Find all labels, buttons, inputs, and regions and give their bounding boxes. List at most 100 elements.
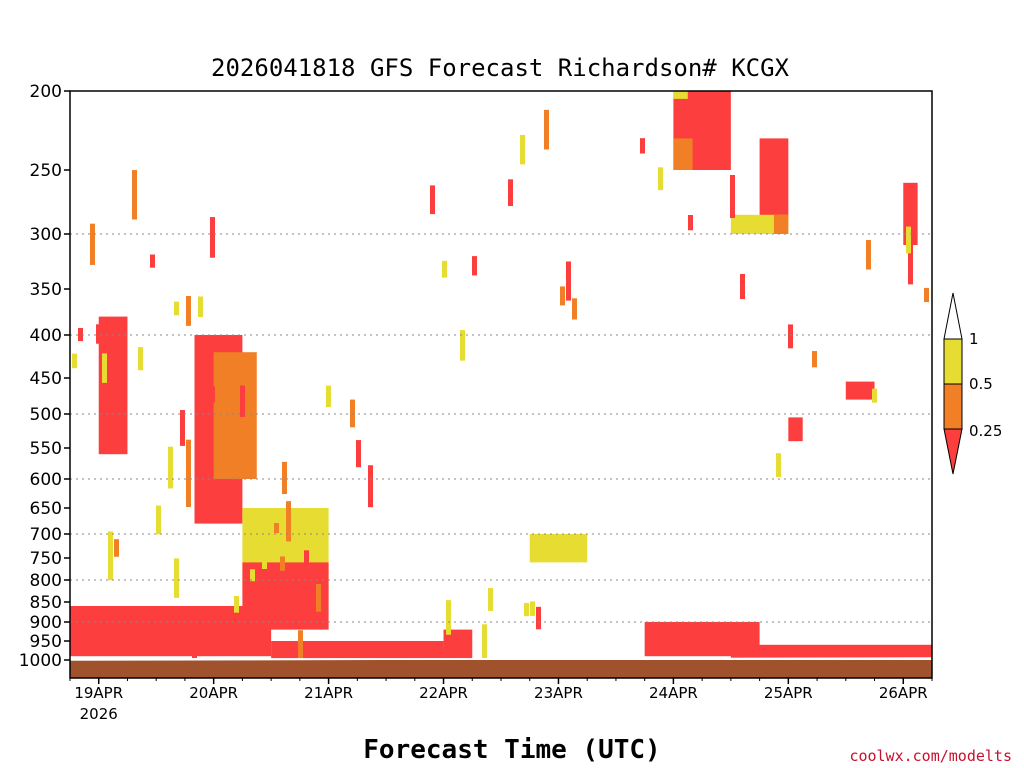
chart-title: 2026041818 GFS Forecast Richardson# KCGX bbox=[211, 54, 790, 82]
x-tick-label: 25APR bbox=[764, 684, 813, 702]
x-tick-label: 24APR bbox=[649, 684, 698, 702]
ri-cell bbox=[78, 327, 83, 342]
ri-region bbox=[730, 644, 932, 659]
ri-cell bbox=[812, 351, 817, 368]
ri-cell bbox=[446, 600, 451, 635]
ri-cell bbox=[262, 549, 267, 570]
ri-region bbox=[70, 606, 272, 657]
ri-cell bbox=[132, 170, 137, 220]
ri-cell bbox=[740, 273, 745, 300]
ri-cell bbox=[572, 298, 577, 320]
y-axis: 200 250 300 350 400 450 500 550 600 650 700 7508008… bbox=[19, 82, 70, 671]
ri-cell bbox=[234, 595, 239, 613]
y-tick-label: 300 bbox=[30, 225, 62, 245]
ri-region bbox=[788, 417, 803, 442]
ri-cell bbox=[326, 385, 331, 408]
ri-cell bbox=[186, 473, 191, 507]
ri-cell bbox=[536, 606, 541, 630]
ri-cell bbox=[138, 347, 143, 371]
ri-cell bbox=[274, 523, 279, 534]
y-tick-label: 750 bbox=[30, 549, 62, 569]
legend-label: 0.5 bbox=[969, 375, 993, 393]
ri-cell bbox=[198, 296, 203, 318]
x-tick-label: 22APR bbox=[419, 684, 468, 702]
ri-region bbox=[773, 214, 789, 234]
ri-cell bbox=[192, 637, 197, 658]
y-tick-label: 450 bbox=[30, 369, 62, 389]
ri-cell bbox=[730, 174, 735, 219]
ri-cell bbox=[96, 324, 101, 344]
ri-cell bbox=[560, 286, 565, 306]
ri-cell bbox=[472, 256, 477, 276]
ri-cell bbox=[204, 412, 209, 455]
ri-cell bbox=[210, 386, 215, 403]
x-tick-label: 26APR bbox=[879, 684, 928, 702]
y-tick-label: 500 bbox=[30, 405, 62, 425]
y-tick-label: 650 bbox=[30, 499, 62, 519]
legend-label: 0.25 bbox=[969, 422, 1002, 440]
ri-region bbox=[242, 562, 329, 630]
ri-cell bbox=[108, 531, 113, 581]
ground-band bbox=[69, 657, 933, 678]
ri-cell bbox=[908, 240, 913, 285]
credit-text: coolwx.com/modelts bbox=[849, 747, 1012, 765]
ri-cell bbox=[304, 550, 309, 564]
ri-cell bbox=[368, 465, 373, 508]
x-tick-label: 19APR bbox=[74, 684, 123, 702]
ri-cell bbox=[508, 179, 513, 207]
x-tick-label: 23APR bbox=[534, 684, 583, 702]
y-tick-label: 950 bbox=[30, 632, 62, 652]
ri-cell bbox=[524, 602, 529, 617]
ri-cell bbox=[286, 501, 291, 542]
ri-cell bbox=[280, 556, 285, 571]
ri-cell bbox=[776, 453, 781, 477]
ri-cell bbox=[924, 287, 929, 303]
y-tick-label: 850 bbox=[30, 593, 62, 613]
ri-cell bbox=[174, 558, 179, 598]
y-tick-label: 550 bbox=[30, 439, 62, 459]
ri-cell bbox=[90, 223, 95, 265]
y-tick-label: 200 bbox=[30, 82, 62, 102]
ri-cell bbox=[788, 324, 793, 349]
y-tick-label: 900 bbox=[30, 613, 62, 633]
ri-cell bbox=[282, 461, 287, 495]
ri-region bbox=[673, 91, 688, 99]
ri-cell bbox=[210, 217, 215, 258]
legend-swatch bbox=[943, 338, 963, 385]
y-tick-label: 350 bbox=[30, 280, 62, 300]
surface-line bbox=[69, 657, 933, 661]
y-tick-label: 400 bbox=[30, 326, 62, 346]
ri-region bbox=[529, 534, 588, 563]
ri-cell bbox=[488, 587, 493, 611]
x-axis: 19APR 2026 20APR 21APR 22APR 23APR 24APR 25APR 2… bbox=[69, 678, 933, 723]
ri-region bbox=[271, 641, 444, 659]
ri-cell bbox=[350, 399, 355, 428]
y-tick-label: 700 bbox=[30, 525, 62, 545]
legend-over-arrow bbox=[943, 292, 963, 340]
legend-label: 1 bbox=[969, 330, 979, 348]
ri-cell bbox=[482, 624, 487, 658]
ri-cell bbox=[250, 569, 255, 582]
y-tick-label: 600 bbox=[30, 470, 62, 490]
ri-cell bbox=[310, 509, 315, 528]
ri-cell bbox=[520, 134, 525, 165]
ri-region bbox=[673, 138, 693, 170]
ri-cell bbox=[72, 353, 77, 369]
ri-cell bbox=[150, 254, 155, 268]
legend-swatch bbox=[943, 383, 963, 430]
ri-region bbox=[213, 352, 257, 479]
ri-cell bbox=[174, 301, 179, 316]
legend-under-arrow bbox=[943, 428, 963, 475]
ri-cell bbox=[356, 440, 361, 468]
ri-cell bbox=[102, 353, 107, 383]
x-tick-label: 21APR bbox=[304, 684, 353, 702]
ri-cell bbox=[530, 601, 535, 616]
ri-cell bbox=[658, 167, 663, 191]
y-tick-label: 1000 bbox=[19, 651, 62, 671]
y-tick-label: 250 bbox=[30, 161, 62, 181]
x-tick-label: 20APR bbox=[189, 684, 238, 702]
ri-cell bbox=[460, 330, 465, 361]
ri-cell bbox=[168, 464, 173, 489]
ri-region bbox=[759, 138, 789, 222]
